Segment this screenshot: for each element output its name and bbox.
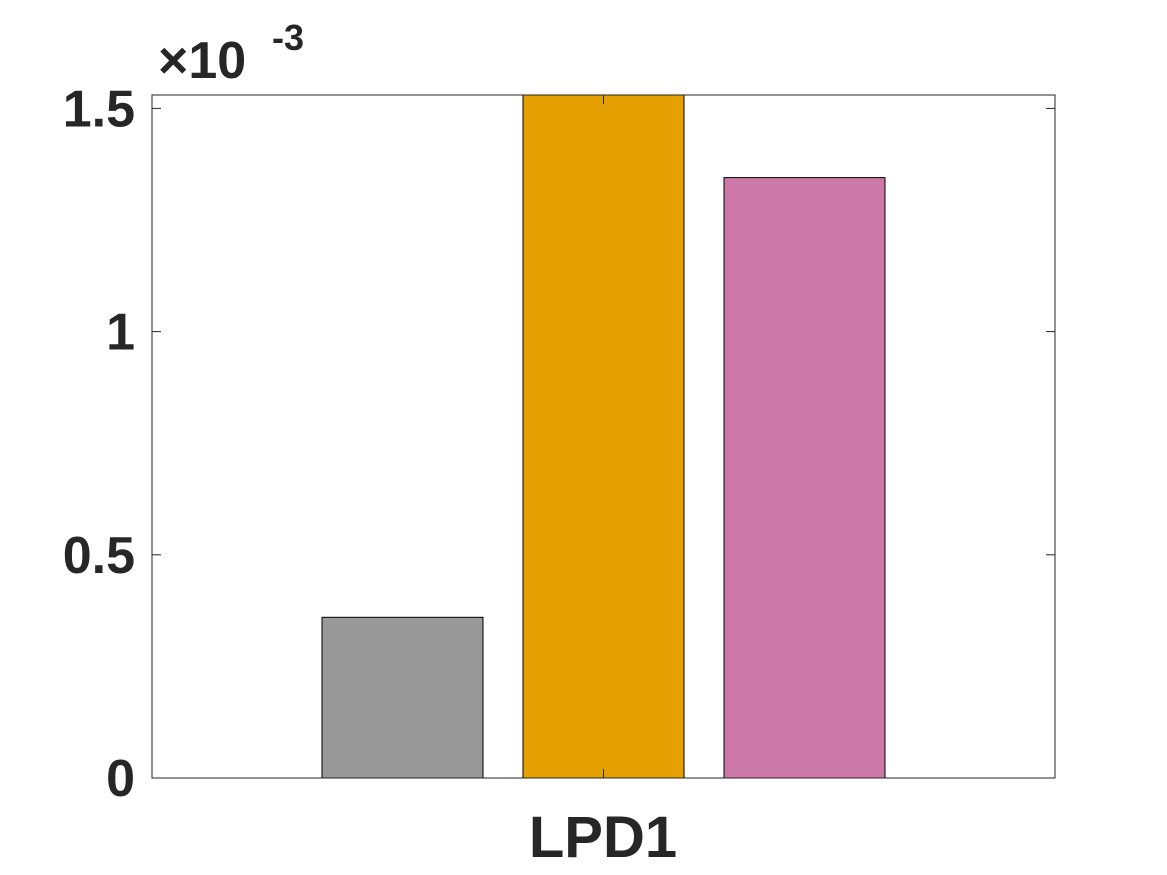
- bar-3: [723, 177, 886, 779]
- y-tick-label-0: 0: [106, 750, 135, 808]
- bars-group: [321, 94, 886, 779]
- svg-text:×10: ×10: [158, 32, 246, 90]
- y-tick-label-3: 1.5: [63, 80, 135, 138]
- plot-frame: [151, 94, 1056, 779]
- y-tick-labels: 0 0.5 1 1.5: [63, 80, 135, 808]
- category-label: LPD1: [529, 805, 677, 870]
- exponent-base: 10: [188, 32, 246, 90]
- exponent-power: -3: [272, 17, 304, 58]
- y-tick-label-1: 0.5: [63, 527, 135, 585]
- bar-1: [321, 616, 484, 779]
- exponent-times: ×: [158, 32, 188, 90]
- y-exponent-label: ×10 -3: [158, 17, 304, 90]
- y-tick-label-2: 1: [106, 304, 135, 362]
- bar-2: [522, 94, 685, 779]
